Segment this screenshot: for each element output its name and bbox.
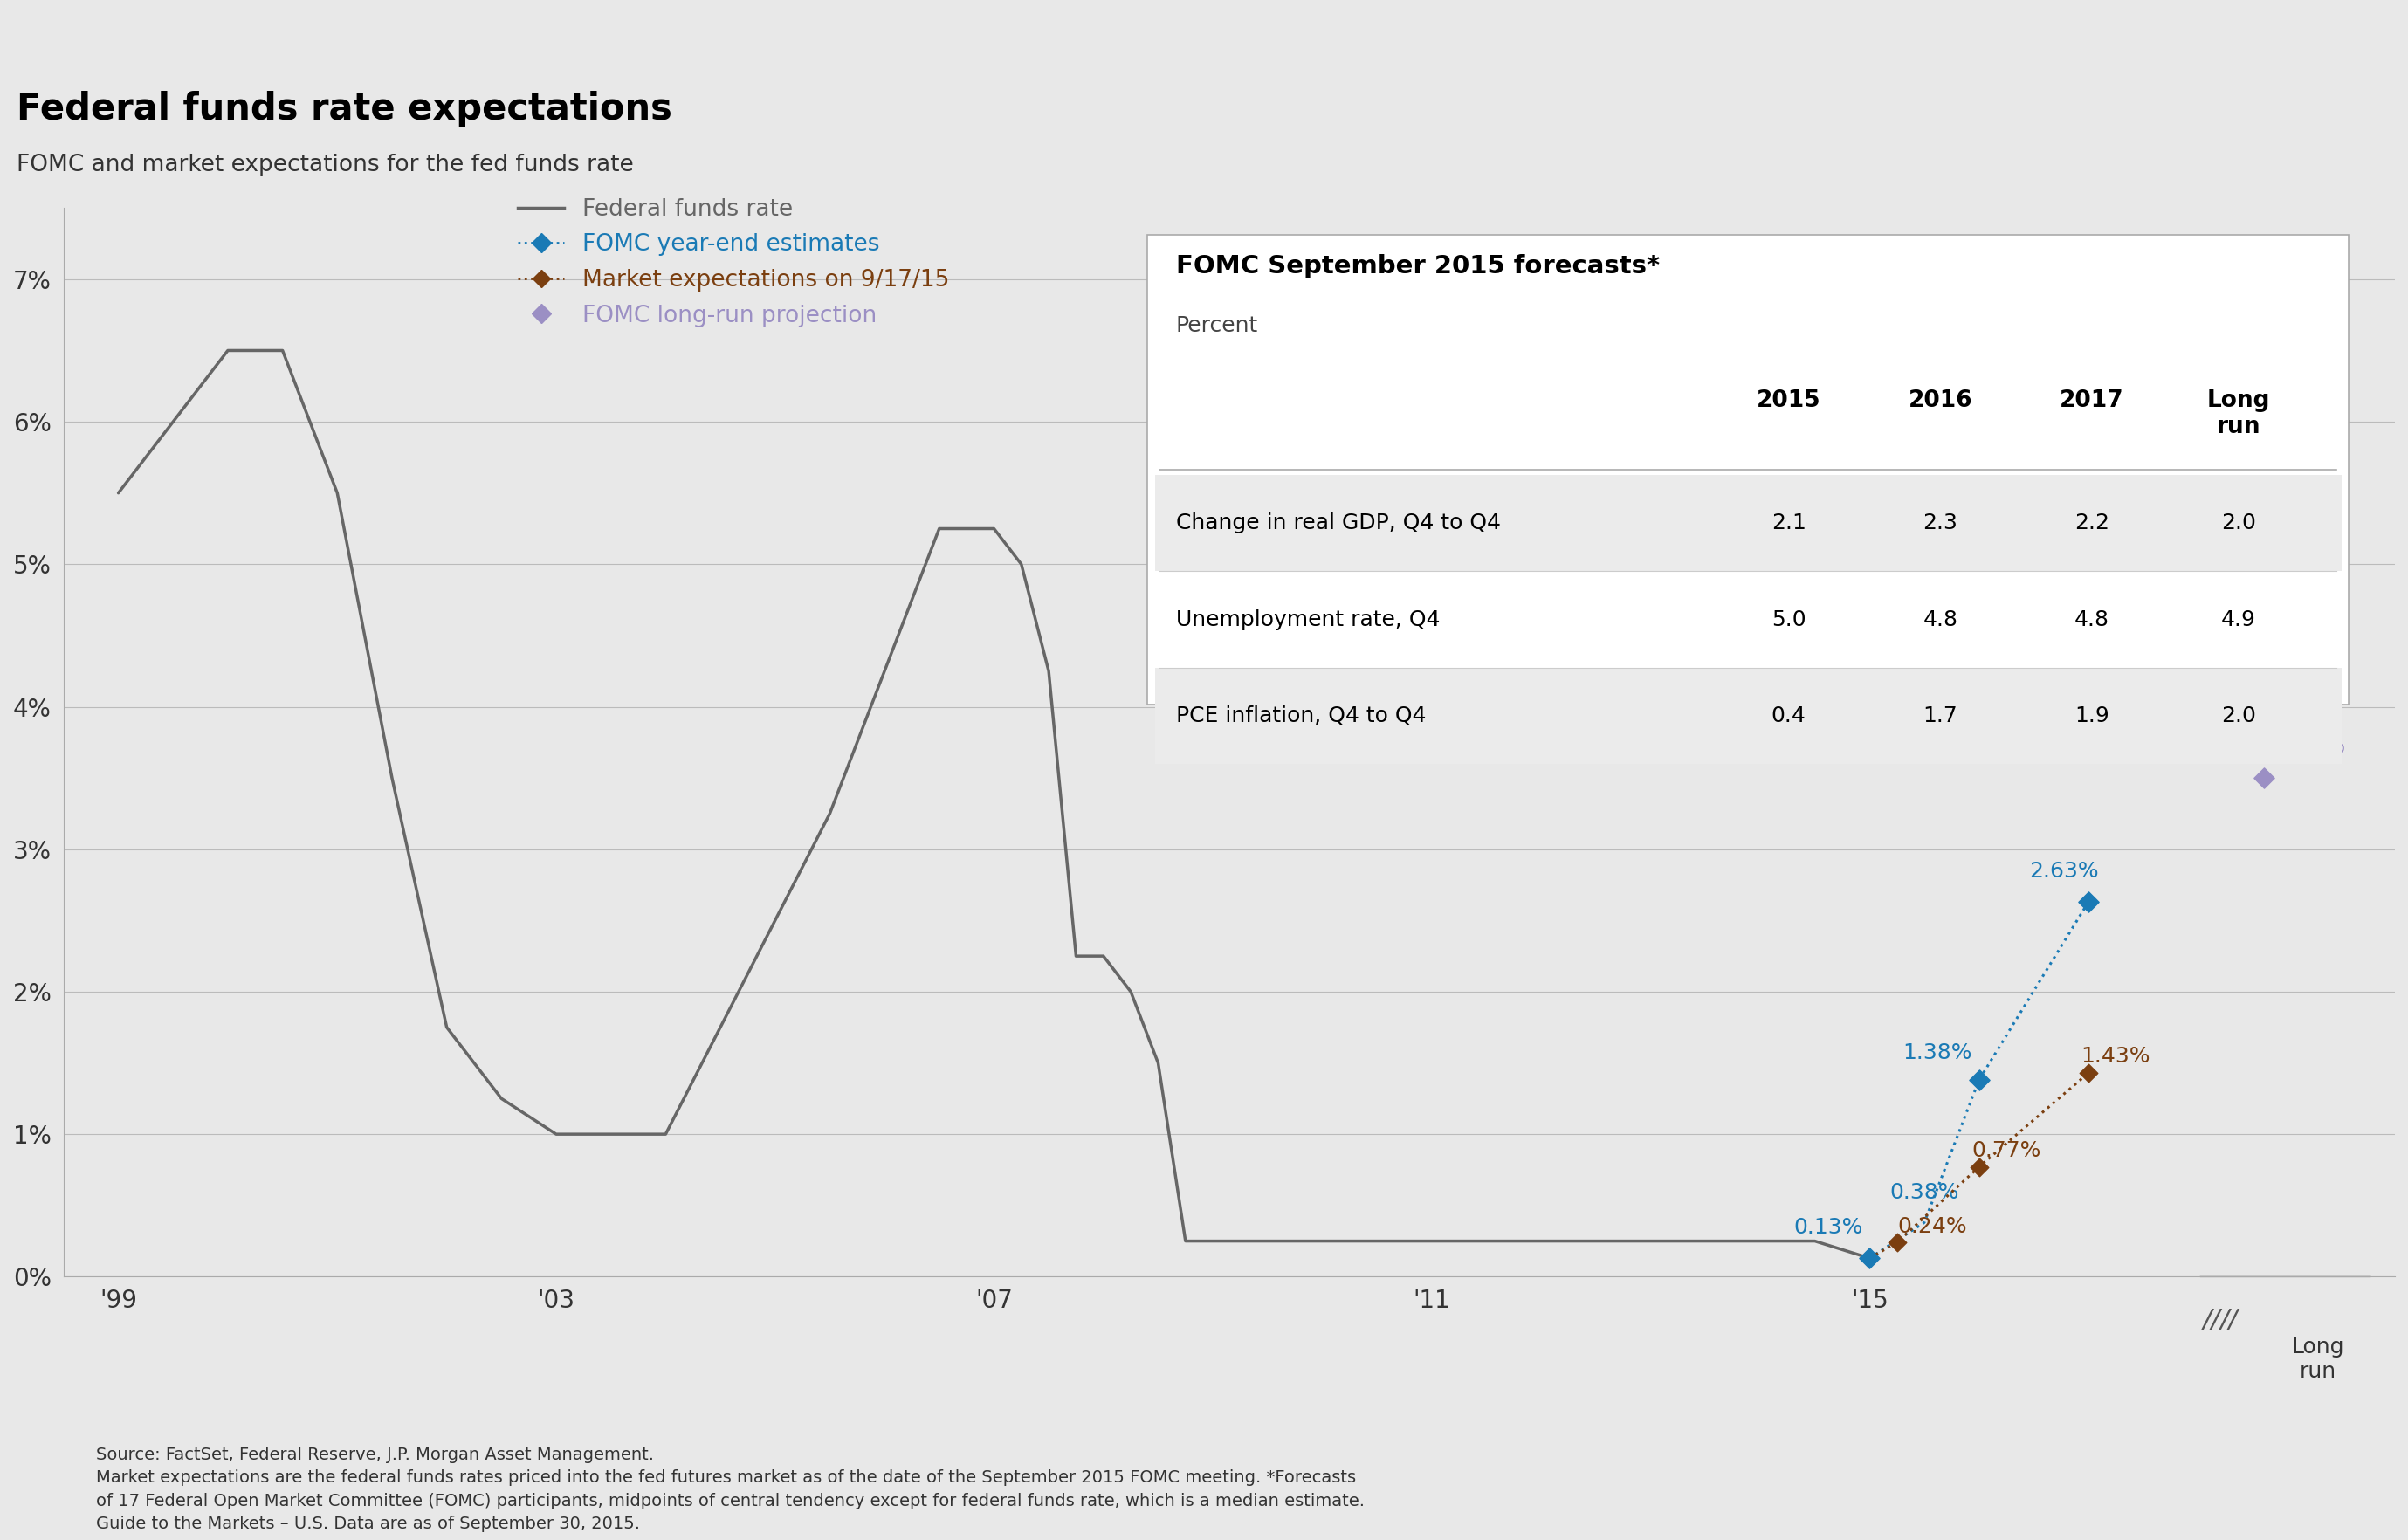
Legend: Federal funds rate, FOMC year-end estimates, Market expectations on 9/17/15, FOM: Federal funds rate, FOMC year-end estima… (518, 199, 949, 326)
Text: 2.3: 2.3 (1924, 513, 1958, 534)
Text: 0.4: 0.4 (1772, 705, 1806, 725)
Point (1878, 1230, 1917, 1255)
Text: 5.0: 5.0 (1772, 608, 1806, 630)
Text: 2.63%: 2.63% (2030, 861, 2100, 882)
Text: 2.0: 2.0 (2220, 705, 2256, 725)
Text: Long
run: Long run (2208, 390, 2271, 439)
Text: 2016: 2016 (1907, 390, 1972, 413)
Text: PCE inflation, Q4 to Q4: PCE inflation, Q4 to Q4 (1175, 705, 1426, 725)
FancyBboxPatch shape (1156, 667, 2341, 764)
Text: 4.8: 4.8 (1924, 608, 1958, 630)
Point (2068, 890, 2107, 915)
Text: Federal funds rate expectations: Federal funds rate expectations (17, 91, 672, 128)
Text: 1.43%: 1.43% (2081, 1046, 2150, 1067)
Text: Percent: Percent (1175, 314, 1257, 336)
Text: Long
run: Long run (2292, 1337, 2345, 1381)
Text: 3.50%: 3.50% (2276, 736, 2345, 756)
Point (2244, 765, 2283, 790)
Text: 2.0: 2.0 (2220, 513, 2256, 534)
Text: 2.1: 2.1 (1772, 513, 1806, 534)
Text: FOMC September 2015 forecasts*: FOMC September 2015 forecasts* (1175, 254, 1659, 279)
Text: //: // (2201, 1307, 2220, 1334)
Text: 4.9: 4.9 (2220, 608, 2256, 630)
Text: 1.7: 1.7 (1924, 705, 1958, 725)
Text: 0.77%: 0.77% (1972, 1140, 2042, 1161)
Text: 0.38%: 0.38% (1890, 1181, 1960, 1203)
Point (2068, 1061, 2107, 1086)
Text: Source: FactSet, Federal Reserve, J.P. Morgan Asset Management.
Market expectati: Source: FactSet, Federal Reserve, J.P. M… (96, 1446, 1365, 1532)
Text: 2015: 2015 (1755, 390, 1820, 413)
FancyBboxPatch shape (1156, 476, 2341, 571)
Point (1849, 1246, 1888, 1270)
Text: 1.38%: 1.38% (1902, 1043, 1972, 1063)
Text: 0.13%: 0.13% (1794, 1217, 1864, 1238)
Text: 1.9: 1.9 (2073, 705, 2109, 725)
Point (1960, 1155, 1999, 1180)
FancyBboxPatch shape (1149, 234, 2348, 705)
Text: 2.2: 2.2 (2073, 513, 2109, 534)
Text: Change in real GDP, Q4 to Q4: Change in real GDP, Q4 to Q4 (1175, 513, 1500, 534)
Text: 2017: 2017 (2059, 390, 2124, 413)
Text: 0.24%: 0.24% (1898, 1215, 1967, 1237)
Point (1960, 1067, 1999, 1092)
Text: FOMC and market expectations for the fed funds rate: FOMC and market expectations for the fed… (17, 154, 633, 176)
Text: Unemployment rate, Q4: Unemployment rate, Q4 (1175, 608, 1440, 630)
Text: 4.8: 4.8 (2073, 608, 2109, 630)
Text: //: // (2220, 1307, 2237, 1334)
